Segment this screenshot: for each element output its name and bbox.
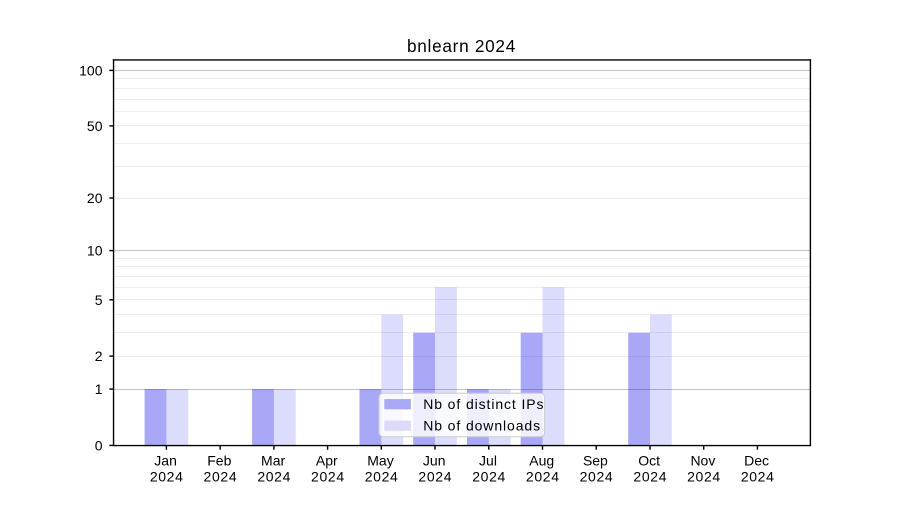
svg-text:2024: 2024	[580, 469, 614, 485]
svg-text:2024: 2024	[472, 469, 506, 485]
svg-text:2024: 2024	[741, 469, 775, 485]
svg-text:5: 5	[95, 292, 103, 308]
svg-text:2024: 2024	[257, 469, 291, 485]
svg-text:bnlearn 2024: bnlearn 2024	[407, 36, 516, 56]
svg-text:Mar: Mar	[261, 453, 285, 469]
svg-text:Nb of distinct IPs: Nb of distinct IPs	[423, 396, 544, 412]
svg-text:Dec: Dec	[744, 453, 769, 469]
svg-text:2024: 2024	[418, 469, 452, 485]
svg-text:Sep: Sep	[583, 453, 608, 469]
svg-text:2024: 2024	[204, 469, 238, 485]
svg-text:2024: 2024	[311, 469, 345, 485]
svg-text:100: 100	[79, 62, 103, 78]
svg-text:Nov: Nov	[690, 453, 715, 469]
svg-text:Jun: Jun	[423, 453, 446, 469]
svg-text:Feb: Feb	[207, 453, 231, 469]
svg-text:Jul: Jul	[479, 453, 497, 469]
svg-text:0: 0	[95, 437, 103, 453]
svg-text:Apr: Apr	[316, 453, 338, 469]
svg-text:1: 1	[95, 381, 103, 397]
svg-text:Aug: Aug	[529, 453, 554, 469]
svg-text:2024: 2024	[687, 469, 721, 485]
svg-text:2: 2	[95, 348, 103, 364]
svg-text:2024: 2024	[150, 469, 184, 485]
svg-text:Oct: Oct	[638, 453, 660, 469]
svg-text:2024: 2024	[526, 469, 560, 485]
svg-text:20: 20	[87, 190, 103, 206]
svg-text:50: 50	[87, 118, 103, 134]
svg-text:Nb of downloads: Nb of downloads	[423, 418, 541, 434]
svg-text:2024: 2024	[633, 469, 667, 485]
svg-text:2024: 2024	[365, 469, 399, 485]
svg-text:May: May	[367, 453, 393, 469]
svg-text:10: 10	[87, 243, 103, 259]
svg-text:Jan: Jan	[154, 453, 177, 469]
